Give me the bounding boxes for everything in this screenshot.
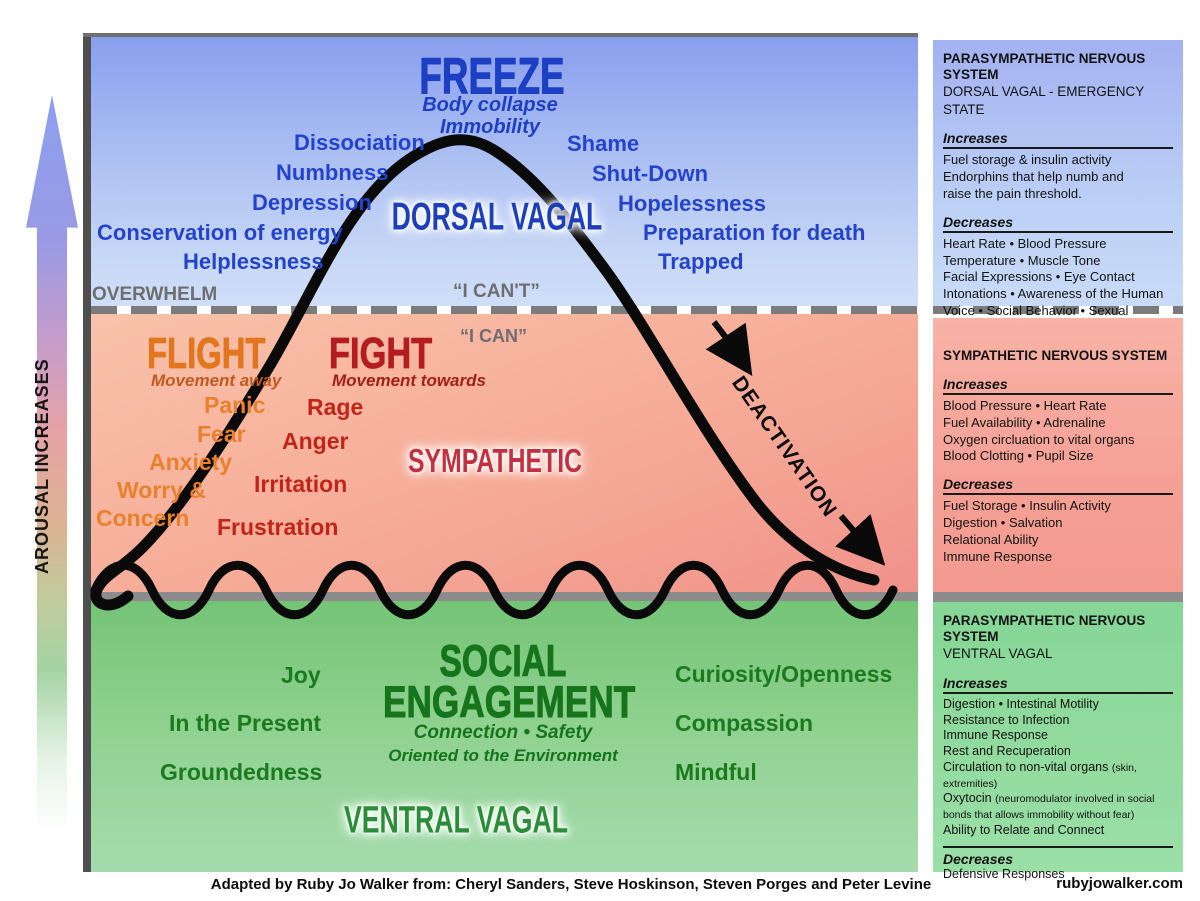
line-main: Ability to Relate and Connect (943, 822, 1105, 837)
freeze-item-hopelessness: Hopelessness (618, 191, 766, 216)
panel-subtitle: DORSAL VAGAL - EMERGENCY STATE (943, 84, 1145, 117)
website-text: rubyjowalker.com (1056, 875, 1183, 892)
increase-line: Oxygen circluation to vital organs (943, 431, 1135, 447)
freeze-title: FREEZE (419, 47, 565, 105)
sidebar-panel-sympathetic: SYMPATHETIC NERVOUS SYSTEM Increases Blo… (933, 318, 1183, 592)
overwhelm-label: OVERWHELM (92, 284, 218, 305)
freeze-item-helplessness: Helplessness (183, 249, 324, 274)
line-main: Resistance to Infection (943, 712, 1070, 727)
increase-line: Immune Response (943, 728, 1173, 744)
freeze-subtitle-immobility: Immobility (439, 116, 540, 138)
social-subtitle-connection-safety: Connection • Safety (413, 722, 593, 743)
social-item-joy: Joy (281, 662, 321, 688)
freeze-item-trapped: Trapped (658, 249, 744, 274)
line-main: Digestion • Intestinal Motility (943, 696, 1099, 711)
social-engagement-title-line2: ENGAGEMENT (383, 676, 636, 727)
overwhelm-threshold-dashed-line (91, 306, 918, 314)
line-main: Oxytocin (943, 791, 996, 806)
arousal-axis-label: AROUSAL INCREASES (32, 358, 52, 574)
panel-subtitle: VENTRAL VAGAL (943, 646, 1053, 662)
social-item-curiosity-openness: Curiosity/Openness (675, 661, 893, 687)
attribution-text: Adapted by Ruby Jo Walker from: Cheryl S… (210, 876, 932, 893)
increase-line: Blood Clotting • Pupil Size (943, 448, 1094, 464)
ventral-vagal-label: VENTRAL VAGAL (344, 798, 568, 842)
i-can-label: “I CAN” (460, 326, 527, 346)
decrease-line: Intonations • Awareness of the Human (943, 286, 1164, 302)
freeze-item-dissociation: Dissociation (294, 130, 425, 155)
panel-title: SYMPATHETIC NERVOUS SYSTEM (943, 348, 1168, 363)
decrease-line: Relational Ability (943, 531, 1039, 547)
i-cant-label: “I CAN'T” (453, 281, 540, 302)
decreases-section: Decreases Defensive Responses (943, 845, 1173, 883)
increase-line: Oxytocin (neuromodulator involved in soc… (943, 791, 1173, 823)
increases-header: Increases (943, 130, 1173, 150)
fight-item-frustration: Frustration (217, 514, 339, 540)
line-main: Rest and Recuperation (943, 744, 1071, 759)
increase-line: Ability to Relate and Connect (943, 823, 1173, 839)
dorsal-vagal-label: DORSAL VAGAL (391, 194, 603, 239)
sidebar-panel-ventral-vagal: PARASYMPATHETIC NERVOUS SYSTEM VENTRAL V… (933, 602, 1183, 881)
social-zone-background (91, 601, 918, 872)
decrease-line: Fuel Storage • Insulin Activity (943, 498, 1111, 514)
sympathetic-label: SYMPATHETIC (407, 442, 583, 480)
safety-threshold-line (91, 592, 918, 601)
overwhelm-threshold-dashed-line-sidebar (933, 306, 1183, 314)
decrease-line: Facial Expressions • Eye Contact (943, 269, 1135, 285)
freeze-item-numbness: Numbness (276, 160, 389, 185)
decreases-header: Decreases (943, 476, 1173, 496)
flight-item-concern: Concern (96, 505, 190, 531)
freeze-subtitle-body-collapse: Body collapse (422, 94, 558, 116)
safety-threshold-line-sidebar (933, 592, 1183, 602)
decrease-line: Voice • Social Behavior • Sexual (943, 302, 1129, 318)
increase-line: Resistance to Infection (943, 713, 1173, 729)
flight-item-fear: Fear (197, 421, 246, 447)
diagram-top-border (83, 33, 918, 37)
increase-line: Fuel storage & insulin activity (943, 152, 1112, 168)
decrease-line: Defensive Responses (943, 866, 1065, 881)
increase-line: Digestion • Intestinal Motility (943, 697, 1173, 713)
line-small-note: (skin, extremities) (943, 761, 1137, 790)
flight-item-panic: Panic (204, 392, 266, 418)
diagram-left-border (83, 33, 91, 872)
social-subtitle-oriented: Oriented to the Environment (388, 746, 618, 765)
social-item-mindful: Mindful (675, 759, 757, 785)
flight-item-anxiety: Anxiety (149, 449, 233, 475)
flight-subtitle: Movement away (151, 371, 282, 390)
decrease-line: Heart Rate • Blood Pressure (943, 235, 1107, 251)
social-item-compassion: Compassion (675, 710, 814, 736)
increase-line: raise the pain threshold. (943, 186, 1082, 201)
freeze-item-conservation: Conservation of energy (97, 220, 343, 245)
decreases-header: Decreases (943, 850, 1014, 867)
increase-line: Circulation to non-vital organs (skin, e… (943, 760, 1173, 792)
decrease-line: Immune Response (943, 548, 1053, 564)
fight-item-rage: Rage (307, 394, 364, 420)
panel-title: PARASYMPATHETIC NERVOUS SYSTEM (943, 613, 1146, 645)
freeze-item-shame: Shame (567, 131, 640, 156)
decrease-line: Temperature • Muscle Tone (943, 252, 1101, 268)
increase-line: Blood Pressure • Heart Rate (943, 398, 1107, 414)
increase-line: Rest and Recuperation (943, 744, 1173, 760)
fight-subtitle: Movement towards (332, 371, 486, 390)
line-main: Immune Response (943, 728, 1048, 743)
decrease-line: Digestion • Salvation (943, 515, 1063, 531)
social-item-in-the-present: In the Present (169, 710, 322, 736)
line-main: Circulation to non-vital organs (943, 759, 1112, 774)
increase-line: Fuel Availability • Adrenaline (943, 414, 1106, 430)
increase-line: Endorphins that help numb and (943, 169, 1124, 185)
sidebar-panel-dorsal-vagal: PARASYMPATHETIC NERVOUS SYSTEM DORSAL VA… (933, 40, 1183, 335)
panel-title: PARASYMPATHETIC NERVOUS SYSTEM (943, 51, 1146, 83)
fight-item-anger: Anger (282, 428, 349, 454)
social-engagement-title-line1: SOCIAL (439, 635, 567, 686)
increases-header: Increases (943, 675, 1173, 694)
increases-header: Increases (943, 376, 1173, 396)
line-small-note: (neuromodulator involved in social bonds… (943, 793, 1155, 822)
flight-item-worry: Worry & (117, 477, 207, 503)
freeze-item-preparation-for-death: Preparation for death (643, 220, 866, 245)
fight-item-irritation: Irritation (254, 471, 348, 497)
decreases-header: Decreases (943, 214, 1173, 233)
freeze-item-depression: Depression (252, 190, 372, 215)
freeze-item-shutdown: Shut-Down (592, 161, 709, 186)
social-item-groundedness: Groundedness (160, 759, 323, 785)
